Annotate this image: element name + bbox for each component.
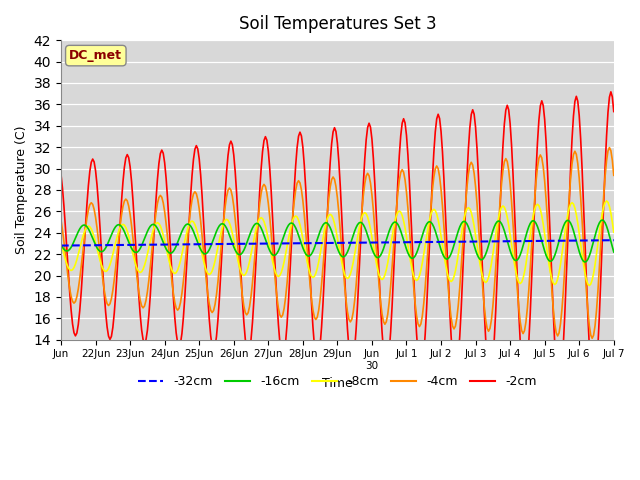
Line: -2cm: -2cm: [61, 92, 614, 389]
-16cm: [442, 255, 449, 261]
-32cm: [106, 242, 114, 248]
-4cm: [424, 244, 432, 250]
-8cm: [610, 229, 618, 235]
-32cm: [610, 237, 618, 243]
-4cm: [70, 300, 78, 306]
Line: -32cm: -32cm: [61, 240, 614, 246]
Line: -16cm: -16cm: [61, 220, 614, 262]
Legend: -32cm, -16cm, -8cm, -4cm, -2cm: -32cm, -16cm, -8cm, -4cm, -2cm: [133, 371, 541, 394]
-8cm: [424, 225, 432, 230]
-8cm: [442, 260, 449, 266]
-16cm: [581, 259, 589, 265]
-2cm: [424, 274, 432, 280]
-16cm: [598, 217, 606, 223]
-4cm: [285, 264, 292, 270]
Text: DC_met: DC_met: [69, 49, 122, 62]
-16cm: [285, 222, 292, 228]
-16cm: [106, 236, 114, 241]
-32cm: [70, 242, 78, 248]
Y-axis label: Soil Temperature (C): Soil Temperature (C): [15, 126, 28, 254]
-4cm: [57, 217, 65, 223]
-2cm: [70, 330, 78, 336]
-2cm: [607, 89, 614, 95]
-16cm: [57, 241, 65, 247]
-8cm: [603, 198, 611, 204]
-2cm: [442, 207, 449, 213]
-16cm: [70, 239, 78, 244]
-16cm: [349, 232, 357, 238]
-8cm: [586, 283, 593, 288]
-8cm: [349, 259, 357, 265]
-4cm: [349, 309, 357, 315]
-32cm: [424, 239, 432, 245]
-2cm: [285, 299, 292, 305]
-4cm: [442, 244, 449, 250]
-2cm: [349, 358, 357, 363]
-2cm: [610, 108, 618, 114]
-8cm: [57, 240, 65, 246]
-2cm: [106, 336, 114, 342]
-16cm: [424, 219, 432, 225]
Line: -4cm: -4cm: [61, 147, 614, 338]
-2cm: [589, 386, 597, 392]
-8cm: [106, 262, 114, 268]
Title: Soil Temperatures Set 3: Soil Temperatures Set 3: [239, 15, 436, 33]
-32cm: [442, 239, 449, 245]
-32cm: [349, 240, 357, 246]
-8cm: [70, 265, 78, 271]
-4cm: [605, 144, 613, 150]
-2cm: [57, 172, 65, 178]
X-axis label: Time: Time: [322, 377, 353, 390]
-32cm: [285, 240, 292, 246]
-4cm: [106, 301, 114, 307]
-32cm: [57, 243, 65, 249]
-4cm: [610, 172, 618, 178]
Line: -8cm: -8cm: [61, 201, 614, 286]
-16cm: [610, 249, 618, 255]
-8cm: [285, 236, 292, 241]
-4cm: [588, 336, 596, 341]
